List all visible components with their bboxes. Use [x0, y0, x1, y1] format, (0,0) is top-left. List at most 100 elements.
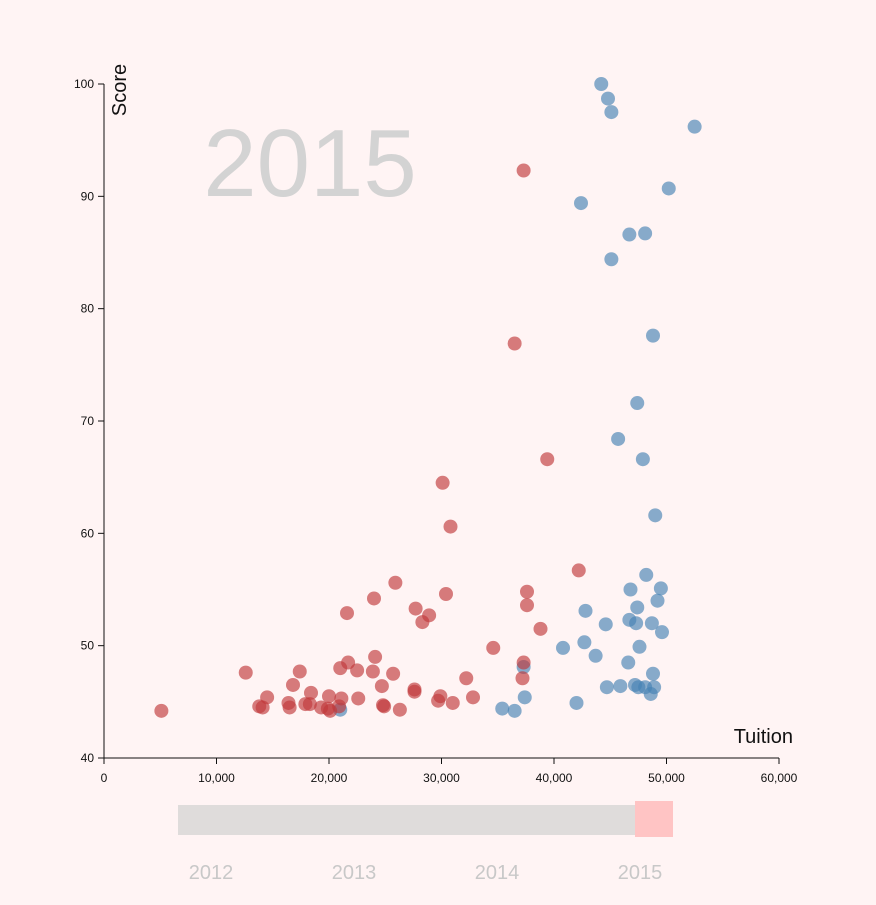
data-point[interactable]: [540, 452, 555, 467]
scatter-chart: 2015 0 10,000 20,000 30,000 40,000 50,000 60,0…: [74, 64, 798, 785]
data-point[interactable]: [374, 679, 389, 694]
data-point[interactable]: [388, 575, 403, 590]
x-axis-title: Tuition: [734, 726, 793, 748]
data-point[interactable]: [604, 105, 619, 120]
data-point[interactable]: [407, 684, 422, 699]
data-point[interactable]: [377, 699, 392, 714]
x-tick-label: 20,000: [311, 771, 348, 785]
data-point[interactable]: [569, 695, 584, 710]
data-point[interactable]: [431, 693, 446, 708]
data-point[interactable]: [495, 701, 510, 716]
data-point[interactable]: [623, 582, 638, 597]
data-point[interactable]: [238, 665, 253, 680]
data-point[interactable]: [621, 655, 636, 670]
data-point[interactable]: [577, 635, 592, 650]
data-point[interactable]: [304, 685, 318, 700]
data-point[interactable]: [646, 328, 660, 343]
data-point[interactable]: [611, 431, 626, 446]
data-point[interactable]: [439, 586, 453, 601]
x-tick-label: 30,000: [423, 771, 460, 785]
current-year-label: 2015: [203, 110, 417, 217]
data-point[interactable]: [415, 615, 430, 630]
data-point[interactable]: [515, 671, 530, 686]
data-point[interactable]: [365, 664, 380, 679]
y-tick-label: 100: [74, 77, 94, 91]
data-point[interactable]: [653, 581, 668, 596]
data-point[interactable]: [635, 452, 650, 467]
data-point[interactable]: [154, 703, 169, 718]
data-point[interactable]: [516, 655, 531, 670]
year-tick-2014[interactable]: 2014: [474, 862, 520, 884]
data-point[interactable]: [507, 703, 522, 718]
year-tick-2012[interactable]: 2012: [188, 862, 234, 884]
data-point[interactable]: [445, 695, 460, 710]
data-point[interactable]: [599, 680, 614, 695]
x-axis: 0 10,000 20,000 30,000 40,000 50,000 60,000: [101, 757, 798, 785]
data-point[interactable]: [282, 700, 297, 715]
data-point[interactable]: [598, 617, 613, 632]
data-point[interactable]: [408, 601, 423, 616]
data-point[interactable]: [655, 625, 669, 640]
data-point[interactable]: [466, 690, 480, 705]
year-slider[interactable]: [178, 801, 673, 837]
data-point[interactable]: [643, 686, 658, 701]
data-point[interactable]: [578, 603, 593, 618]
data-point[interactable]: [333, 661, 348, 676]
year-tick-2013[interactable]: 2013: [331, 862, 377, 884]
data-point[interactable]: [630, 396, 645, 411]
data-point[interactable]: [507, 336, 522, 351]
data-point[interactable]: [639, 567, 654, 582]
data-point[interactable]: [613, 679, 628, 694]
slider-track[interactable]: [178, 805, 673, 835]
data-point[interactable]: [533, 621, 548, 636]
data-point[interactable]: [630, 600, 645, 615]
data-point[interactable]: [629, 616, 644, 631]
data-point[interactable]: [632, 639, 647, 654]
data-point[interactable]: [323, 703, 338, 718]
slider-handle[interactable]: [635, 801, 673, 837]
data-point[interactable]: [392, 702, 407, 717]
data-point[interactable]: [302, 697, 317, 712]
x-tick-label: 40,000: [536, 771, 573, 785]
data-point[interactable]: [604, 252, 619, 267]
data-point[interactable]: [650, 593, 665, 608]
data-point[interactable]: [350, 663, 365, 678]
data-point[interactable]: [486, 640, 501, 655]
data-point[interactable]: [594, 77, 609, 91]
y-axis-title: Score: [109, 64, 131, 116]
data-point[interactable]: [286, 677, 300, 692]
data-point[interactable]: [322, 689, 336, 704]
data-point[interactable]: [520, 584, 534, 599]
data-point[interactable]: [520, 598, 534, 613]
data-point[interactable]: [646, 666, 660, 681]
data-point[interactable]: [638, 226, 653, 241]
data-point[interactable]: [368, 649, 383, 664]
data-point[interactable]: [574, 196, 588, 211]
data-point[interactable]: [661, 181, 676, 196]
data-point[interactable]: [435, 475, 450, 490]
data-point[interactable]: [648, 508, 663, 523]
data-point[interactable]: [459, 671, 474, 686]
data-point[interactable]: [517, 690, 532, 705]
data-point[interactable]: [351, 691, 366, 706]
y-tick-label: 40: [81, 751, 95, 765]
data-point[interactable]: [687, 119, 702, 134]
data-point[interactable]: [386, 666, 401, 681]
y-tick-label: 60: [81, 526, 95, 540]
year-tick-2015[interactable]: 2015: [617, 862, 663, 884]
data-point[interactable]: [367, 591, 381, 606]
data-points: [154, 77, 702, 718]
data-point[interactable]: [516, 163, 531, 178]
data-point[interactable]: [255, 700, 270, 715]
data-point[interactable]: [571, 563, 586, 578]
data-point[interactable]: [588, 648, 603, 663]
data-point[interactable]: [601, 91, 615, 106]
data-point[interactable]: [292, 664, 307, 679]
data-point[interactable]: [556, 640, 570, 655]
data-point[interactable]: [644, 616, 659, 631]
data-point[interactable]: [622, 227, 637, 242]
data-point[interactable]: [443, 519, 458, 534]
data-point[interactable]: [340, 606, 354, 621]
y-tick-label: 90: [81, 189, 95, 203]
